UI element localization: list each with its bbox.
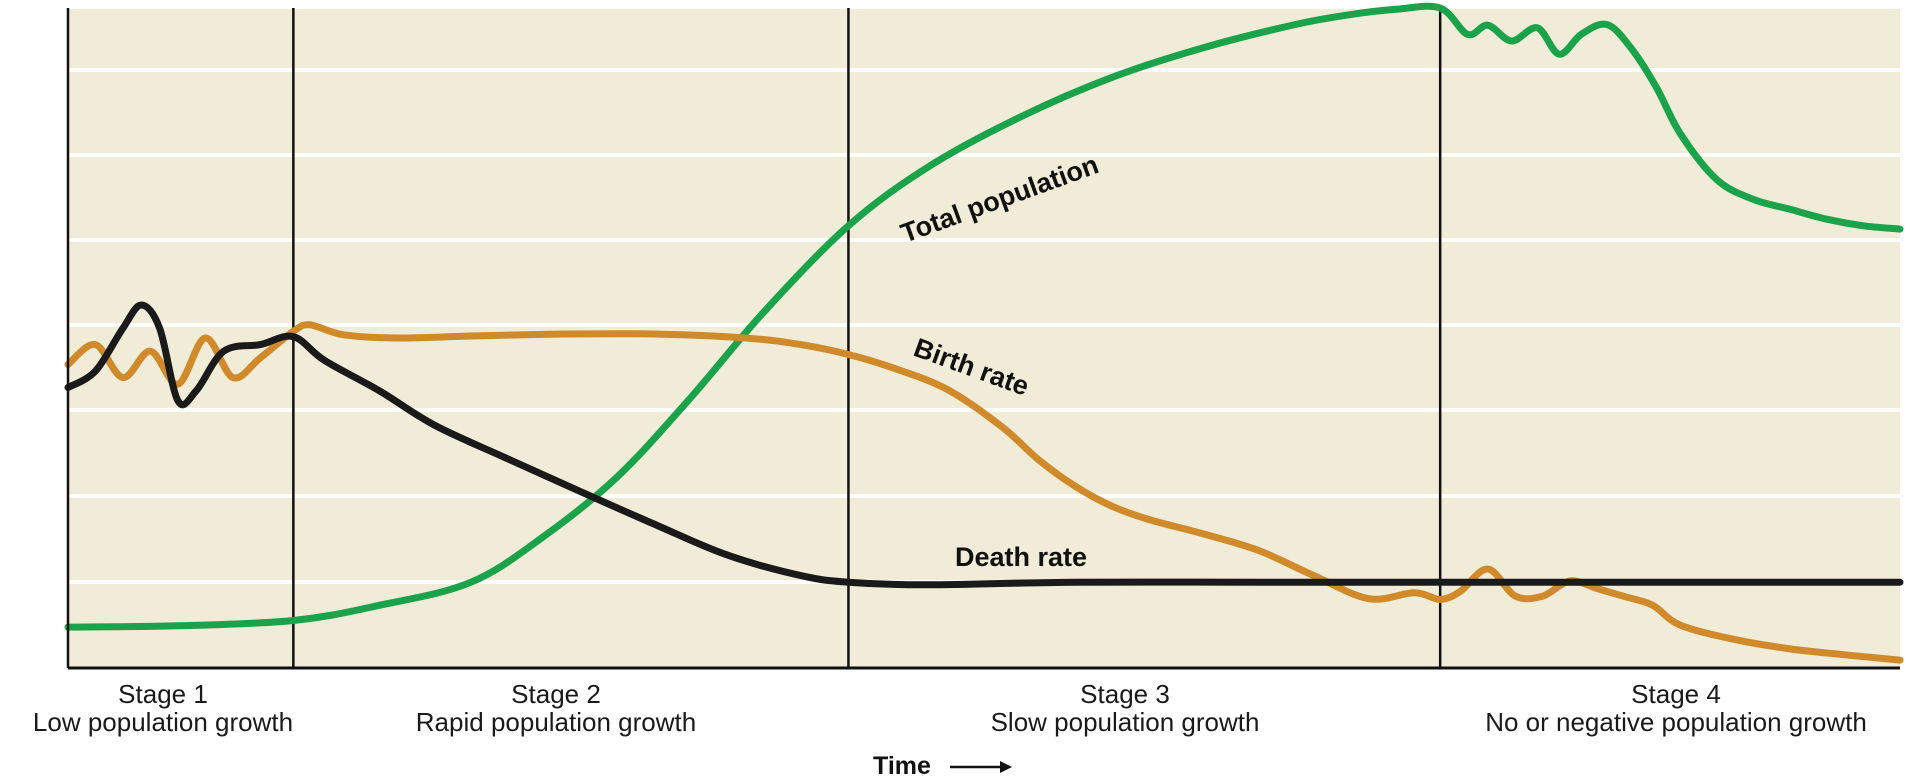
stage-4-number: Stage 4 xyxy=(1631,679,1721,709)
stage-1-description: Low population growth xyxy=(33,707,293,737)
stage-3-description: Slow population growth xyxy=(991,707,1260,737)
stage-3-number: Stage 3 xyxy=(1080,679,1170,709)
x-axis-label: Time xyxy=(873,752,931,780)
birth-rate-line xyxy=(64,321,1904,664)
time-arrow-icon xyxy=(950,761,1012,773)
series-lines xyxy=(64,2,1904,664)
stage-2-number: Stage 2 xyxy=(511,679,601,709)
total-population-line xyxy=(64,2,1904,631)
death-rate-label: Death rate xyxy=(955,542,1087,572)
stage-labels: Stage 1 Low population growth Stage 2 Ra… xyxy=(33,679,1867,737)
stage-2-description: Rapid population growth xyxy=(416,707,696,737)
stage-1-number: Stage 1 xyxy=(118,679,208,709)
axes xyxy=(66,8,1900,670)
stage-4-description: No or negative population growth xyxy=(1485,707,1867,737)
death-rate-line xyxy=(64,301,1904,589)
